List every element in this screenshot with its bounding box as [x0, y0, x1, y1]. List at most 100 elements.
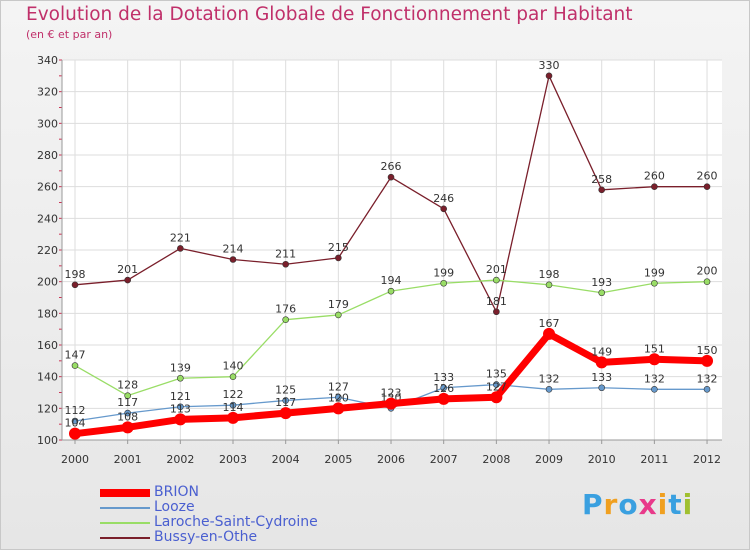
- y-tick-label: 140: [37, 371, 58, 384]
- x-tick-label: 2010: [588, 453, 616, 466]
- data-label: 199: [433, 266, 454, 279]
- series-point: [440, 279, 447, 287]
- series-point: [124, 276, 131, 284]
- data-label: 117: [275, 396, 296, 409]
- data-label: 199: [644, 266, 665, 279]
- data-label: 221: [170, 231, 191, 244]
- series-point: [437, 392, 450, 405]
- data-label: 194: [381, 274, 402, 287]
- x-tick-label: 2004: [272, 453, 300, 466]
- series-point: [332, 402, 345, 415]
- x-tick-label: 2001: [114, 453, 142, 466]
- legend-label: Looze: [154, 499, 195, 515]
- series-point: [282, 316, 289, 323]
- data-label: 127: [328, 380, 349, 393]
- series-point: [651, 279, 658, 287]
- legend-swatch: [100, 536, 150, 539]
- series-point: [71, 281, 79, 289]
- x-tick-label: 2009: [535, 453, 563, 466]
- data-label: 179: [328, 298, 349, 311]
- x-tick-label: 2007: [430, 453, 458, 466]
- x-tick-label: 2008: [482, 453, 510, 466]
- series-point: [545, 281, 553, 289]
- series-point: [651, 183, 658, 190]
- series-point: [177, 245, 184, 252]
- data-label: 133: [433, 371, 454, 384]
- x-tick-label: 2000: [61, 453, 89, 466]
- data-label: 128: [117, 379, 138, 392]
- series-point: [703, 183, 711, 190]
- series-point: [598, 289, 606, 297]
- y-tick-label: 300: [37, 117, 58, 130]
- data-label: 330: [539, 59, 560, 72]
- series-point: [229, 256, 237, 263]
- series-point: [69, 427, 81, 440]
- data-label: 112: [65, 404, 86, 417]
- series-point: [279, 407, 292, 420]
- y-tick-label: 320: [37, 86, 58, 99]
- logo-letter: r: [603, 488, 619, 521]
- data-label: 133: [591, 371, 612, 384]
- legend-label: BRION: [154, 484, 199, 500]
- series-point: [493, 308, 500, 316]
- series-point: [440, 205, 447, 213]
- y-tick-label: 240: [37, 212, 58, 225]
- logo-letter: t: [668, 488, 683, 521]
- series-point: [335, 311, 342, 319]
- series-point: [387, 287, 395, 295]
- y-tick-label: 200: [37, 276, 58, 289]
- series-point: [543, 327, 556, 340]
- legend-item: BRION: [100, 485, 199, 500]
- data-label: 108: [117, 410, 138, 423]
- data-label: 200: [697, 265, 718, 278]
- data-label: 215: [328, 241, 349, 254]
- legend-label: Bussy-en-Othe: [154, 529, 258, 545]
- series-point: [595, 356, 608, 369]
- series-point: [121, 421, 134, 434]
- series-point: [703, 386, 711, 393]
- x-tick-label: 2012: [693, 453, 721, 466]
- series-point: [335, 254, 342, 262]
- legend-item: Laroche-Saint-Cydroine: [100, 515, 318, 530]
- series-point: [385, 397, 398, 410]
- series-point: [490, 391, 503, 404]
- y-tick-label: 260: [37, 181, 58, 194]
- series-point: [71, 417, 79, 425]
- data-label: 122: [223, 388, 244, 401]
- x-tick-label: 2005: [324, 453, 352, 466]
- data-label: 126: [433, 382, 454, 395]
- series-point: [545, 72, 553, 80]
- y-tick-label: 160: [37, 339, 58, 352]
- series-point: [229, 373, 237, 380]
- x-tick-label: 2002: [166, 453, 194, 466]
- data-label: 139: [170, 361, 191, 374]
- data-label: 132: [644, 372, 665, 385]
- data-label: 114: [223, 401, 244, 414]
- data-label: 211: [275, 247, 296, 260]
- data-label: 140: [223, 360, 244, 373]
- series-point: [282, 397, 289, 404]
- legend-swatch: [100, 506, 150, 509]
- chart-title: Evolution de la Dotation Globale de Fonc…: [26, 4, 633, 25]
- legend-item: Looze: [100, 500, 195, 515]
- series-point: [598, 186, 606, 194]
- data-label: 201: [117, 263, 138, 276]
- series-point: [282, 260, 289, 268]
- logo-letter: i: [682, 488, 694, 521]
- data-label: 201: [486, 263, 507, 276]
- data-label: 113: [170, 402, 191, 415]
- series-point: [177, 374, 184, 382]
- data-label: 117: [117, 396, 138, 409]
- series-point: [124, 409, 131, 417]
- y-tick-label: 180: [37, 307, 58, 320]
- data-label: 120: [328, 391, 349, 404]
- data-label: 176: [275, 303, 296, 316]
- data-label: 181: [486, 295, 507, 308]
- y-tick-label: 280: [37, 149, 58, 162]
- data-label: 127: [486, 380, 507, 393]
- series-point: [651, 386, 658, 393]
- data-label: 266: [381, 160, 402, 173]
- series-point: [387, 173, 395, 181]
- data-label: 246: [433, 192, 454, 205]
